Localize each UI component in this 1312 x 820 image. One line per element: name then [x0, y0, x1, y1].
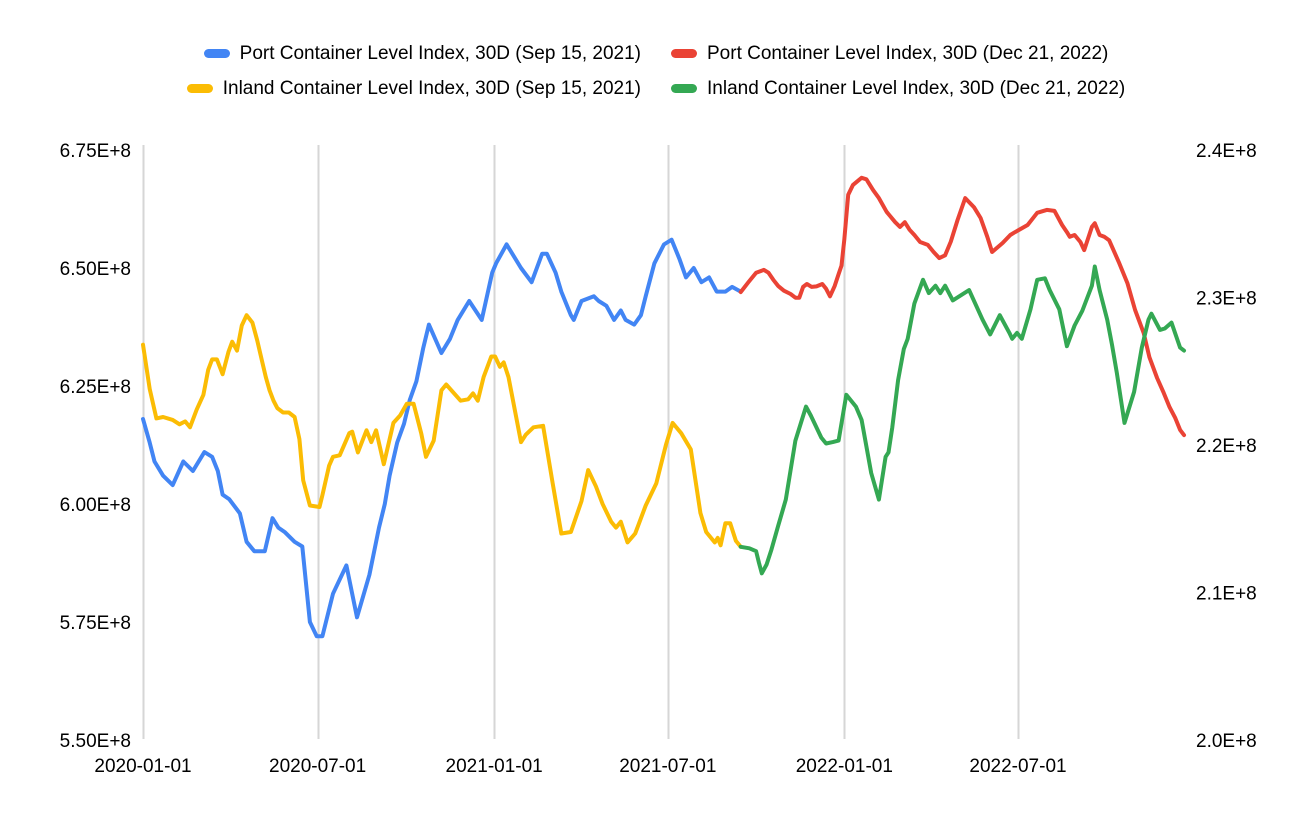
y-right-tick-2.1E+8: 2.1E+8: [1196, 584, 1257, 605]
legend-label-port-sep-2021: Port Container Level Index, 30D (Sep 15,…: [239, 42, 641, 64]
legend-swatch-port-sep-2021-icon: [203, 49, 230, 58]
x-axis-tick-2021-01-01: 2021-01-01: [446, 756, 543, 777]
y-left-tick-5.75E+8: 5.75E+8: [60, 613, 131, 634]
series-line-port-dec-2022[interactable]: [738, 175, 1186, 438]
legend-item-inland-sep-2021[interactable]: Inland Container Level Index, 30D (Sep 1…: [186, 77, 641, 100]
y-left-tick-6.00E+8: 6.00E+8: [60, 495, 131, 516]
y-right-tick-2.2E+8: 2.2E+8: [1196, 436, 1257, 457]
y-right-tick-2.4E+8: 2.4E+8: [1196, 141, 1257, 162]
x-axis-tick-2022-07-01: 2022-07-01: [969, 756, 1066, 777]
y-right-tick-2.0E+8: 2.0E+8: [1196, 731, 1257, 752]
y-left-tick-6.25E+8: 6.25E+8: [60, 377, 131, 398]
y-left-tick-6.50E+8: 6.50E+8: [60, 259, 131, 280]
x-axis-tick-2020-07-01: 2020-07-01: [269, 756, 366, 777]
legend-swatch-port-dec-2022-icon: [671, 49, 697, 58]
y-left-tick-5.50E+8: 5.50E+8: [60, 731, 131, 752]
y-left-tick-6.75E+8: 6.75E+8: [60, 141, 131, 162]
legend-item-port-dec-2022[interactable]: Port Container Level Index, 30D (Dec 21,…: [671, 43, 1108, 65]
legend-row-inland: Inland Container Level Index, 30D (Sep 1…: [0, 71, 1312, 106]
legend-label-inland-dec-2022: Inland Container Level Index, 30D (Dec 2…: [707, 77, 1126, 99]
series-line-inland-sep-2021[interactable]: [141, 313, 743, 549]
chart-legend: Port Container Level Index, 30D (Sep 15,…: [0, 36, 1312, 106]
legend-item-inland-dec-2022[interactable]: Inland Container Level Index, 30D (Dec 2…: [671, 78, 1125, 100]
legend-row-port: Port Container Level Index, 30D (Sep 15,…: [0, 36, 1312, 71]
series-line-inland-dec-2022[interactable]: [738, 264, 1186, 576]
legend-swatch-inland-dec-2022-icon: [671, 84, 697, 93]
legend-label-port-dec-2022: Port Container Level Index, 30D (Dec 21,…: [707, 42, 1109, 64]
legend-label-inland-sep-2021: Inland Container Level Index, 30D (Sep 1…: [222, 77, 641, 99]
legend-swatch-inland-sep-2021-icon: [186, 84, 213, 93]
y-right-tick-2.3E+8: 2.3E+8: [1196, 289, 1257, 310]
x-axis-tick-2020-01-01: 2020-01-01: [94, 756, 191, 777]
series-line-port-sep-2021[interactable]: [141, 237, 743, 639]
x-axis-tick-2021-07-01: 2021-07-01: [619, 756, 716, 777]
legend-item-port-sep-2021[interactable]: Port Container Level Index, 30D (Sep 15,…: [203, 42, 641, 65]
x-axis-tick-2022-01-01: 2022-01-01: [796, 756, 893, 777]
